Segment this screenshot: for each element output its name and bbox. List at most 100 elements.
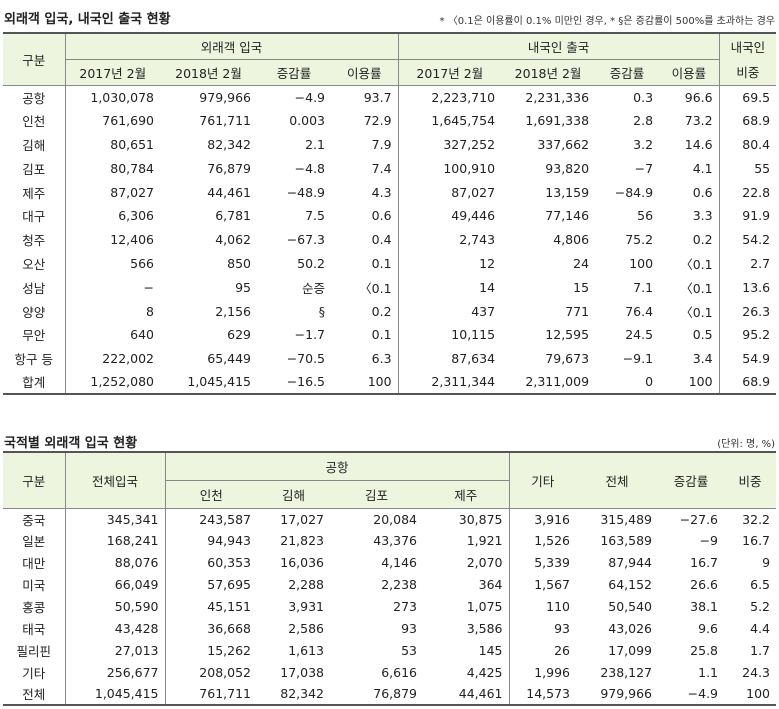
table-cell: 69.5 — [718, 85, 777, 109]
table-cell: 44,461 — [207, 184, 251, 200]
table-row: 항구 등 222,002 65,449 −70.5 6.3 87,634 79,673 −9.… — [3, 346, 777, 371]
row-label: 성남 — [22, 280, 46, 296]
table-cell: 327,252 — [397, 132, 502, 157]
table-row: 오산 566 850 50.2 0.1 12 24 100 〈0.1 2.7 — [3, 251, 777, 276]
table-cell: 22.8 — [718, 180, 777, 204]
section2-title: 국적별 외래객 입국 현황 — [4, 436, 138, 451]
table-cell: 49,446 — [397, 203, 502, 228]
table-cell: −4.9 — [294, 89, 325, 105]
table-row: 제주 87,027 44,461 −48.9 4.3 87,027 13,159 −84.9 0… — [3, 180, 777, 204]
table-row: 대만 88,076 60,353 16,036 4,146 2,070 5,339 87,94… — [3, 551, 776, 574]
table-cell: 36,668 — [164, 617, 257, 640]
table-row: 양양 8 2,156 § 0.2 437 771 76.4 〈0.1 26.3 — [3, 299, 777, 323]
table-cell: 87,027 — [397, 180, 502, 204]
table-cell: 〈0.1 — [680, 304, 713, 320]
table-cell: 87,944 — [608, 555, 653, 571]
row-label: 공항 — [22, 90, 46, 106]
table-cell: 50,590 — [64, 595, 165, 618]
table-cell: 771 — [565, 303, 590, 319]
table-cell: 145 — [478, 642, 503, 658]
table-cell: 4.4 — [750, 620, 771, 636]
table-cell: 64,152 — [608, 577, 653, 593]
table-cell: 761,690 — [64, 108, 160, 133]
table-cell: − — [64, 275, 160, 300]
table-cell: 7.5 — [305, 208, 325, 224]
col-header: 2018년 2월 — [160, 59, 257, 86]
table-nationality-entry: 구분 전체입국 공항 기타 전체 증감률 비중 인천 김해 김포 제주 중국 34… — [3, 451, 777, 707]
table-cell: 17,099 — [608, 642, 653, 658]
table-cell: 1,526 — [508, 529, 577, 552]
table-cell: 4.1 — [692, 160, 713, 176]
table-cell: 100 — [659, 370, 720, 396]
table-cell: 243,587 — [164, 508, 257, 530]
table-cell: 45,151 — [164, 595, 257, 618]
table-row: 전체 1,045,415 761,711 82,342 76,879 44,461 14,5… — [3, 683, 777, 707]
table-cell: −84.9 — [614, 184, 654, 200]
table-cell: 168,241 — [64, 529, 165, 552]
col-header-share: 비중 — [724, 452, 777, 509]
table-cell: 1,045,415 — [160, 370, 257, 396]
row-label: 무안 — [22, 328, 46, 344]
row-label: 김해 — [22, 137, 46, 153]
table-cell: 0.2 — [692, 232, 713, 248]
table-cell: 2,223,710 — [397, 85, 502, 109]
col-header-share-line2: 비중 — [718, 59, 777, 86]
table-row: 대구 6,306 6,781 7.5 0.6 49,446 77,146 56 3.3 91.9 — [3, 203, 777, 228]
table-cell: 1,075 — [466, 599, 503, 614]
row-label: 중국 — [22, 512, 46, 528]
table-cell: 6.5 — [750, 577, 771, 593]
table-cell: 1.7 — [750, 642, 771, 658]
table-cell: 20,084 — [373, 511, 417, 527]
table-cell: 21,823 — [280, 533, 324, 549]
table-cell: 7.9 — [371, 136, 392, 152]
table-cell: 3,586 — [466, 620, 503, 636]
table-cell: 15,262 — [164, 639, 257, 662]
col-header-gubun: 구분 — [3, 452, 65, 509]
table-cell: 0.3 — [633, 89, 654, 105]
table-cell: 337,662 — [537, 136, 590, 152]
col-header-total-entry: 전체입국 — [64, 452, 165, 509]
table-cell: 2,288 — [288, 577, 324, 593]
table-cell: 1,921 — [466, 533, 503, 549]
table-cell: 1,252,080 — [64, 370, 160, 396]
table-cell: 82,342 — [257, 683, 330, 707]
table-cell: 238,127 — [600, 664, 653, 680]
table-cell: 12,406 — [64, 227, 160, 252]
table-cell: 629 — [227, 327, 251, 343]
table-cell: 100 — [629, 255, 654, 271]
table-cell: 17,038 — [280, 664, 324, 680]
table-cell: −27.6 — [679, 511, 719, 527]
col-header-airport-gimhae: 김해 — [257, 480, 330, 509]
table-cell: 3.2 — [633, 136, 654, 152]
table-cell: 66,049 — [64, 573, 165, 596]
table-cell: 95 — [235, 279, 251, 295]
table-cell: 87,634 — [397, 346, 502, 371]
table-cell: 4,062 — [215, 232, 251, 248]
table-cell: 2,311,344 — [397, 370, 502, 396]
col-header-other: 기타 — [508, 452, 577, 509]
col-header-change: 증감률 — [658, 452, 725, 509]
table-cell: 345,341 — [64, 508, 165, 530]
table-cell: 79,673 — [545, 351, 590, 367]
table-cell: 16.7 — [690, 555, 719, 571]
table-cell: 6.3 — [371, 351, 392, 367]
group-header-airport: 공항 — [164, 452, 510, 481]
table-cell: 26.3 — [718, 299, 777, 323]
table-cell: 44,461 — [423, 683, 510, 707]
table-cell: 93 — [401, 620, 417, 636]
table-cell: 2,743 — [397, 227, 502, 252]
table-cell: 2,070 — [466, 555, 503, 571]
col-header: 2017년 2월 — [397, 59, 502, 86]
table-cell: 979,966 — [576, 683, 659, 707]
table-cell: 75.2 — [625, 232, 654, 248]
table-cell: −9.1 — [622, 351, 654, 367]
col-header-airport-jeju: 제주 — [423, 480, 510, 509]
table-cell: −4.8 — [294, 160, 325, 176]
table-cell: 2,231,336 — [525, 89, 590, 105]
table-cell: § — [318, 303, 325, 319]
table-cell: 1,691,338 — [525, 113, 590, 129]
table-row: 태국 43,428 36,668 2,586 93 3,586 93 43,026 9.6 4.4 — [3, 617, 776, 640]
table-cell: 53 — [401, 642, 417, 658]
table-cell: 979,966 — [199, 89, 251, 105]
table-cell: 82,342 — [207, 136, 251, 152]
